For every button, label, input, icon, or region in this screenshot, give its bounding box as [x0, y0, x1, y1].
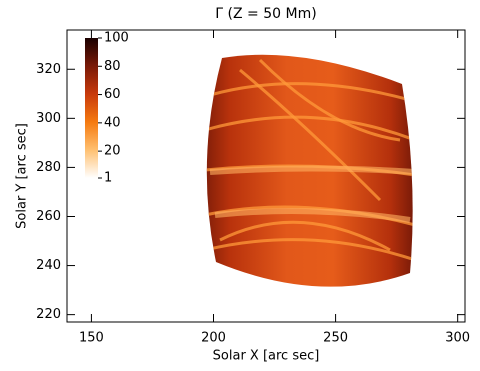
- y-tick-label: 260: [36, 209, 61, 224]
- colorbar: [85, 38, 98, 178]
- y-tick-label: 280: [36, 160, 61, 175]
- heatmap-image: [206, 54, 413, 287]
- colorbar-tick-label: 80: [104, 59, 121, 74]
- x-tick-label: 200: [201, 331, 226, 346]
- colorbar-tick-label: 20: [104, 144, 121, 159]
- x-tick-label: 150: [79, 331, 104, 346]
- colorbar-tick-label: 60: [104, 87, 121, 102]
- colorbar-tick-label: 1: [104, 171, 112, 186]
- y-tick-label: 220: [36, 307, 61, 322]
- x-tick-label: 300: [445, 331, 470, 346]
- x-tick-label: 250: [323, 331, 348, 346]
- plot-frame: [66, 29, 466, 323]
- y-axis-label: Solar Y [arc sec]: [15, 123, 30, 229]
- chart-title: Γ (Z = 50 Mm): [215, 6, 316, 22]
- y-tick-label: 240: [36, 258, 61, 273]
- x-axis-label: Solar X [arc sec]: [213, 349, 320, 364]
- y-tick-label: 320: [36, 62, 61, 77]
- colorbar-tick-label: 40: [104, 115, 121, 130]
- y-tick-label: 300: [36, 111, 61, 126]
- colorbar-tick-label: 100: [104, 31, 129, 46]
